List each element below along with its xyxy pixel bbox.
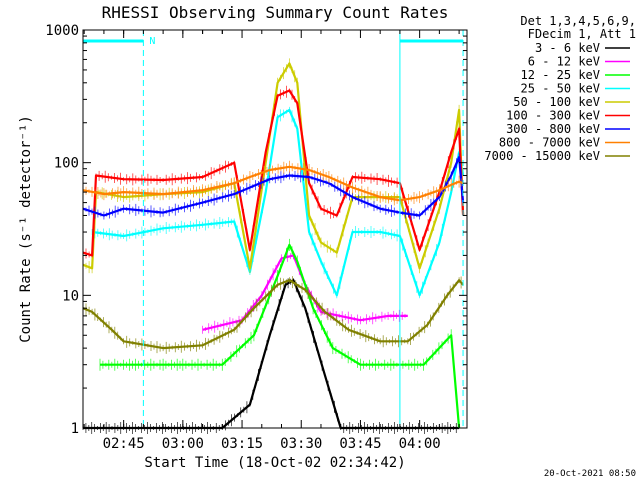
legend-label-6: 300 - 800 keV <box>506 122 600 136</box>
x-tick-label-1: 03:00 <box>162 436 204 452</box>
x-tick-label-3: 03:30 <box>280 436 322 452</box>
plot-area: N <box>82 30 465 434</box>
chart-title: RHESSI Observing Summary Count Rates <box>102 3 449 22</box>
x-tick-label-5: 04:00 <box>399 436 441 452</box>
series-noise-1 <box>202 251 406 334</box>
y-tick-label-2: 100 <box>54 156 79 172</box>
series-line-2 <box>100 243 461 429</box>
y-tick-label-0: 1 <box>71 421 79 437</box>
annotation-night-marker: N <box>149 36 155 47</box>
series-line-4 <box>82 62 465 270</box>
series-noise-2 <box>99 238 457 400</box>
x-tick-label-4: 03:45 <box>339 436 381 452</box>
x-axis-label: Start Time (18-Oct-02 02:34:42) <box>144 455 405 471</box>
legend-label-2: 12 - 25 keV <box>521 68 600 82</box>
legend-label-1: 6 - 12 keV <box>528 55 600 69</box>
legend-label-7: 800 - 7000 keV <box>499 136 600 150</box>
legend: Det 1,3,4,5,6,9, FDecim 1, Att 1 3 - 6 k… <box>484 14 636 163</box>
legend-header-line-1: Det 1,3,4,5,6,9, <box>520 14 636 28</box>
y-tick-label-3: 1000 <box>45 23 79 39</box>
timestamp: 20-Oct-2021 08:50 <box>544 469 636 479</box>
legend-label-0: 3 - 6 keV <box>535 41 600 55</box>
series-line-0 <box>83 279 460 430</box>
series-noise-4 <box>82 58 462 274</box>
legend-label-4: 50 - 100 keV <box>513 95 600 109</box>
plot-frame <box>82 29 468 429</box>
legend-label-3: 25 - 50 keV <box>521 82 600 96</box>
series-line-8 <box>82 279 464 350</box>
series-line-5 <box>82 89 465 257</box>
x-tick-label-2: 03:15 <box>221 436 263 452</box>
legend-label-8: 7000 - 15000 keV <box>484 149 600 163</box>
y-axis-label: Count Rate (s⁻¹ detector⁻¹) <box>18 115 34 343</box>
series-noise-3 <box>91 106 462 299</box>
y-tick-label-1: 10 <box>62 288 79 304</box>
axes-ticks: 02:45 03:00 03:15 03:30 03:45 04:00 1 10 100 1000 <box>45 23 467 452</box>
legend-header-line-2: FDecim 1, Att 1 <box>528 27 636 41</box>
legend-label-5: 100 - 300 keV <box>506 109 600 123</box>
x-tick-label-0: 02:45 <box>103 436 145 452</box>
